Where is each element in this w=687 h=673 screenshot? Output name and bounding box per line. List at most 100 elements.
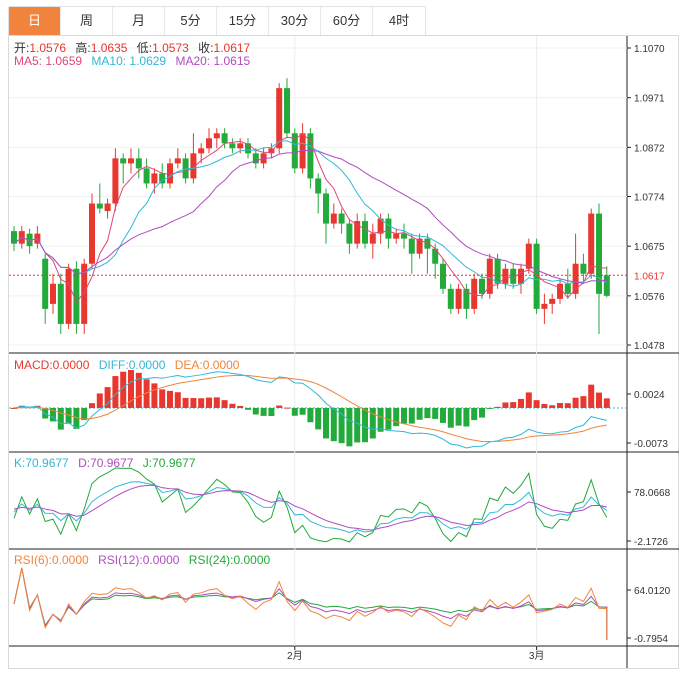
macd-bar bbox=[198, 398, 205, 408]
dea-line bbox=[13, 374, 607, 443]
tab-1[interactable]: 周 bbox=[61, 7, 113, 35]
candle-body bbox=[268, 148, 275, 154]
macd-bar bbox=[96, 393, 103, 408]
macd-bar bbox=[525, 392, 532, 408]
macd-bar bbox=[50, 407, 56, 422]
candle-body bbox=[588, 213, 595, 274]
close-label: 收: bbox=[198, 41, 214, 55]
macd-bar bbox=[167, 390, 173, 408]
macd-bar bbox=[494, 406, 501, 408]
k-line bbox=[13, 481, 608, 533]
macd-bar bbox=[463, 407, 470, 427]
candle-body bbox=[307, 133, 314, 179]
candle-body bbox=[549, 298, 556, 304]
candle-body bbox=[112, 158, 119, 204]
candle-body bbox=[471, 278, 478, 309]
tab-4[interactable]: 15分 bbox=[217, 7, 269, 35]
macd-bar bbox=[541, 404, 548, 408]
candle-body bbox=[525, 243, 532, 269]
macd-bar bbox=[572, 397, 579, 408]
macd-bar bbox=[362, 407, 368, 443]
macd-bar bbox=[588, 384, 595, 408]
close-number: 1.0617 bbox=[213, 41, 251, 55]
candle-body bbox=[416, 238, 423, 254]
period-tabs: 日周月 5分 15分 30分 60分 4时 bbox=[8, 6, 426, 36]
j-value: J:70.9677 bbox=[142, 456, 196, 470]
tab-0[interactable]: 日 bbox=[9, 7, 61, 35]
diff-line bbox=[13, 371, 607, 449]
macd-bar bbox=[89, 403, 95, 408]
candle-body bbox=[557, 283, 563, 299]
macd-bar bbox=[369, 407, 376, 439]
macd-bar bbox=[455, 407, 462, 426]
candle-body bbox=[291, 133, 298, 169]
y-tick-label: 78.0668 bbox=[634, 488, 671, 499]
macd-bar bbox=[11, 407, 17, 409]
candle-body bbox=[198, 148, 205, 154]
candle-body bbox=[323, 193, 329, 224]
candle-body bbox=[190, 153, 197, 179]
ohlc-info: 开:1.0576 高:1.0635 低:1.0573 收:1.0617 bbox=[14, 39, 256, 56]
candle-body bbox=[221, 133, 228, 144]
macd-bar bbox=[385, 407, 392, 430]
candle-body bbox=[408, 238, 415, 254]
macd-bar bbox=[128, 370, 134, 408]
diff-value: DIFF:0.0000 bbox=[98, 358, 166, 372]
candle-body bbox=[104, 203, 111, 212]
macd-bar bbox=[120, 371, 127, 408]
candle-body bbox=[580, 263, 587, 274]
candle-body bbox=[377, 218, 384, 234]
macd-bar bbox=[518, 398, 524, 408]
macd-bar bbox=[401, 407, 407, 424]
tab-7[interactable]: 4时 bbox=[388, 13, 410, 28]
d-value: D:70.9677 bbox=[78, 456, 134, 470]
ma20-line bbox=[13, 149, 607, 284]
macd-bar bbox=[557, 403, 563, 408]
candle-body bbox=[245, 143, 251, 154]
candle-body bbox=[510, 268, 517, 284]
macd-bar bbox=[424, 407, 431, 419]
open-number: 1.0576 bbox=[29, 41, 67, 55]
rsi12-value: RSI(12):0.0000 bbox=[98, 553, 180, 567]
tab-2[interactable]: 月 bbox=[113, 7, 165, 35]
candle-body bbox=[338, 213, 345, 224]
candle-body bbox=[486, 258, 493, 294]
candle-body bbox=[432, 248, 439, 264]
candle-body bbox=[42, 258, 49, 309]
macd-bar bbox=[479, 407, 485, 418]
macd-bar bbox=[291, 407, 298, 416]
low-label: 低: bbox=[136, 41, 153, 55]
candle-body bbox=[401, 233, 407, 239]
y-tick-label: 1.0971 bbox=[634, 94, 665, 105]
y-tick-label: 64.0120 bbox=[634, 586, 671, 597]
candle-body bbox=[494, 258, 501, 284]
candle-body bbox=[276, 88, 283, 149]
tab-3[interactable]: 5分 bbox=[165, 7, 217, 35]
tab-6[interactable]: 60分 bbox=[321, 7, 373, 35]
macd-info: MACD:0.0000 DIFF:0.0000 DEA:0.0000 bbox=[14, 358, 245, 372]
rsi12-line bbox=[13, 567, 608, 640]
y-tick-label: 1.0774 bbox=[634, 193, 665, 204]
macd-bar bbox=[182, 397, 189, 408]
candle-body bbox=[143, 168, 150, 184]
low-number: 1.0573 bbox=[152, 41, 189, 55]
macd-bar bbox=[393, 407, 400, 427]
macd-bar bbox=[432, 407, 439, 419]
k-value: K:70.9677 bbox=[14, 456, 69, 470]
macd-bar bbox=[440, 407, 446, 423]
macd-value: MACD:0.0000 bbox=[14, 358, 90, 372]
y-tick-label: 0.0024 bbox=[634, 390, 665, 401]
candle-body bbox=[354, 221, 361, 244]
macd-bar bbox=[229, 403, 236, 408]
ma10-line bbox=[13, 140, 608, 287]
ma5-line bbox=[13, 133, 607, 303]
macd-bar bbox=[268, 407, 275, 417]
candle-body bbox=[65, 268, 72, 324]
tab-5[interactable]: 30分 bbox=[269, 7, 321, 35]
candle-body bbox=[572, 263, 579, 294]
candle-body bbox=[182, 158, 189, 179]
macd-bar bbox=[206, 397, 212, 408]
open-label: 开: bbox=[14, 41, 30, 55]
